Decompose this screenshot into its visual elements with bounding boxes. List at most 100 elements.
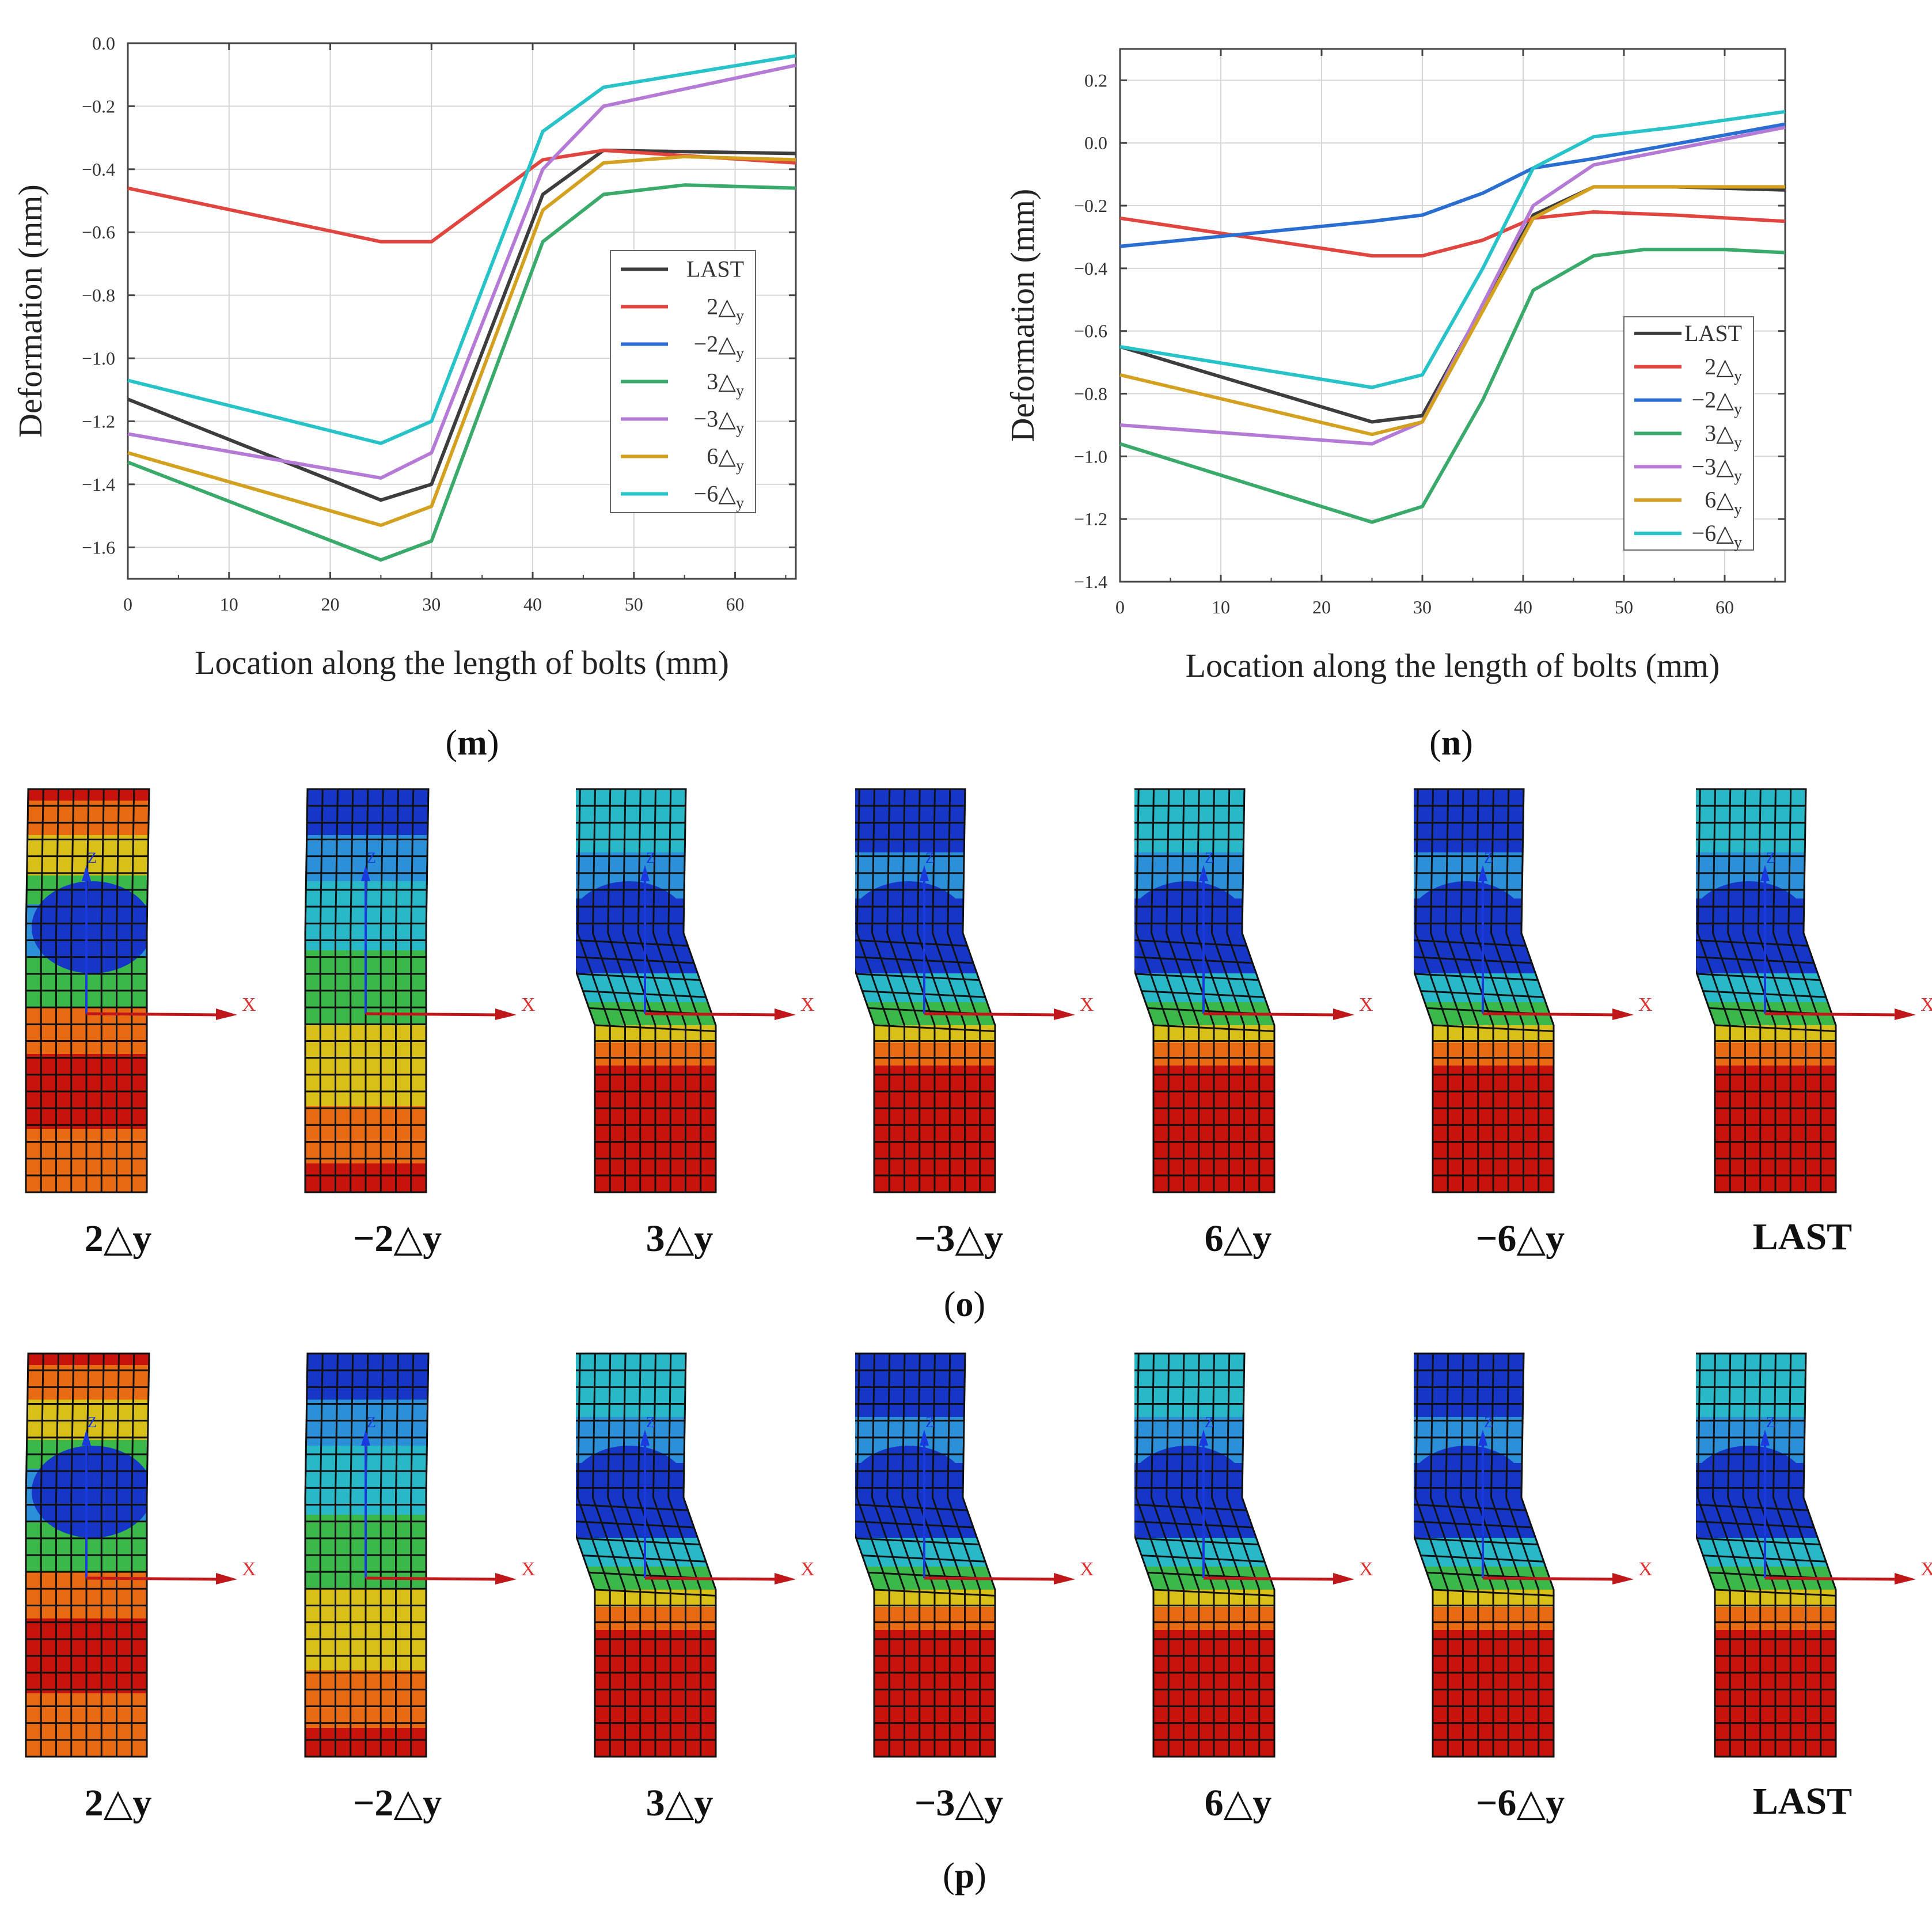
contour-band [305,789,428,835]
mesh-line-h [1134,1537,1274,1550]
legend-entry: 2△y [707,294,744,325]
y-axis-label: Deformation (mm) [12,184,49,438]
legend-entry-base: −2△ [1692,387,1734,413]
x-axis-label: X [521,994,536,1015]
y-tick-label: −0.8 [1074,384,1107,404]
mesh-line-h [855,1023,995,1036]
z-axis-label: Z [88,850,97,866]
x-tick-label: 60 [726,594,745,615]
contour-band [1134,1538,1274,1567]
y-tick-label: −1.0 [82,348,115,369]
y-tick-label: −1.0 [1074,446,1107,467]
mesh-line-h [1134,989,1274,1002]
z-axis-label: Z [925,1414,935,1431]
x-axis-arrow [365,1012,499,1017]
contour-band [305,1025,428,1106]
legend-entry-base: LAST [1684,320,1742,346]
x-axis-label: X [242,994,256,1015]
y-tick-label: −1.4 [1074,571,1107,592]
panel-label-m: (m) [445,723,499,763]
legend-entry-sub: y [736,345,744,363]
bolt-label-o-6: LAST [1752,1216,1853,1258]
x-axis-label: X [1638,994,1653,1015]
legend-entry: LAST [686,256,744,282]
x-axis-arrow [1203,1576,1337,1581]
contour-band [26,789,149,801]
mesh-line-h [575,1504,716,1516]
contour-band [1134,973,1274,1002]
mesh-line-h [1413,1537,1554,1550]
x-arrow-head [495,1009,517,1020]
y-tick-label: −0.6 [82,222,115,242]
bolt-label-p-1: −2△y [352,1782,442,1824]
contour-band [26,835,149,875]
x-arrow-head [1333,1009,1354,1020]
series-line-4 [127,63,796,480]
y-tick-label: 0.2 [1084,70,1107,90]
plot-frame [127,42,797,580]
z-arrow-head [1478,1430,1487,1446]
mesh-line-h [1695,1023,1836,1036]
mesh-line-h [855,989,995,1002]
mesh-line-h [855,1554,995,1567]
y-tick-label: −1.2 [82,411,115,431]
legend-entry-sub: y [1734,501,1742,518]
mesh-line-h [575,1023,716,1036]
contour-band [305,1728,428,1757]
contour-band [26,1354,149,1365]
legend-entry-base: −6△ [694,481,737,507]
y-tick-label: 0.0 [1084,132,1107,153]
bolt-contour-o-6: ZX [1682,788,1932,1193]
x-axis-arrow [644,1012,778,1017]
z-arrow-head [1199,1430,1208,1446]
z-arrow-head [82,865,91,881]
contour-band [1696,1042,1836,1066]
x-axis-arrow [1482,1012,1616,1017]
mesh-line-h [1134,1023,1274,1036]
contour-band [1134,1630,1274,1757]
bolt-contour-p-5: ZX [1399,1352,1653,1758]
legend-entry-base: −6△ [1692,520,1734,546]
y-tick-label: −0.4 [82,159,115,180]
mesh-line-h [1695,939,1836,951]
legend-entry-base: LAST [686,256,744,282]
legend-entry: −2△y [694,331,744,363]
legend-entry: LAST [1684,320,1742,346]
x-axis-arrow [924,1576,1057,1581]
contour-band [576,1630,716,1757]
bolt-contour-o-4: ZX [1120,788,1373,1193]
legend-entry: 6△y [1705,487,1742,518]
contour-blob [32,881,149,973]
bolt-outline [25,1352,150,1758]
y-tick-label: −1.6 [82,537,115,558]
legend-entry-sub: y [736,495,744,513]
contour-band [576,1590,716,1607]
contour-band [1414,1042,1554,1066]
contour-band [26,1572,149,1618]
legend-entry-sub: y [736,308,744,325]
z-axis-label: Z [925,850,935,866]
mesh-line-h [575,1537,716,1550]
mesh-line-h [1413,956,1554,969]
y-tick-label: −1.2 [1074,509,1107,529]
z-arrow-head [920,1430,929,1446]
x-arrow-head [1333,1573,1354,1584]
contour-band [576,1042,716,1066]
x-arrow-head [216,1573,237,1584]
bolt-contour-p-6: ZX [1682,1352,1932,1758]
series-line-6 [127,54,796,445]
mesh-line-h [1695,1554,1836,1567]
x-axis-label: Location along the length of bolts (mm) [1186,647,1720,684]
x-arrow-head [1054,1009,1075,1020]
mesh-line-h [575,956,716,969]
x-tick-label: 30 [422,594,441,615]
legend-entry-base: 3△ [1705,420,1734,446]
x-arrow-head [775,1009,796,1020]
y-axis-label: Deformation (mm) [1004,189,1041,442]
z-axis-label: Z [88,1414,97,1431]
contour-band [576,789,716,852]
x-arrow-head [1895,1009,1916,1020]
bolt-label-p-2: 3△y [646,1782,713,1824]
